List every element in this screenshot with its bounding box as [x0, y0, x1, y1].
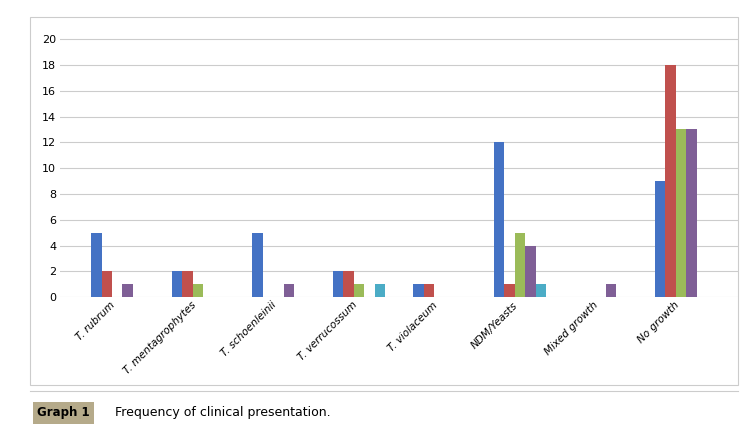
Bar	[193, 284, 203, 297]
Bar	[172, 271, 182, 297]
Bar	[413, 284, 424, 297]
Bar	[655, 181, 665, 297]
Bar	[505, 284, 514, 297]
Bar	[182, 271, 193, 297]
Text: Frequency of clinical presentation.: Frequency of clinical presentation.	[115, 406, 331, 420]
Bar	[102, 271, 112, 297]
Bar	[494, 142, 505, 297]
Bar	[665, 65, 675, 297]
Bar	[514, 232, 525, 297]
Bar	[605, 284, 616, 297]
Bar	[424, 284, 434, 297]
Bar	[354, 284, 364, 297]
Bar	[535, 284, 546, 297]
Bar	[284, 284, 294, 297]
Bar	[123, 284, 133, 297]
Bar	[374, 284, 385, 297]
Bar	[333, 271, 343, 297]
Bar	[343, 271, 354, 297]
Bar	[525, 246, 535, 297]
Bar	[686, 129, 697, 297]
Bar	[252, 232, 263, 297]
Bar	[675, 129, 686, 297]
Text: Graph 1: Graph 1	[37, 406, 90, 420]
Bar	[91, 232, 102, 297]
